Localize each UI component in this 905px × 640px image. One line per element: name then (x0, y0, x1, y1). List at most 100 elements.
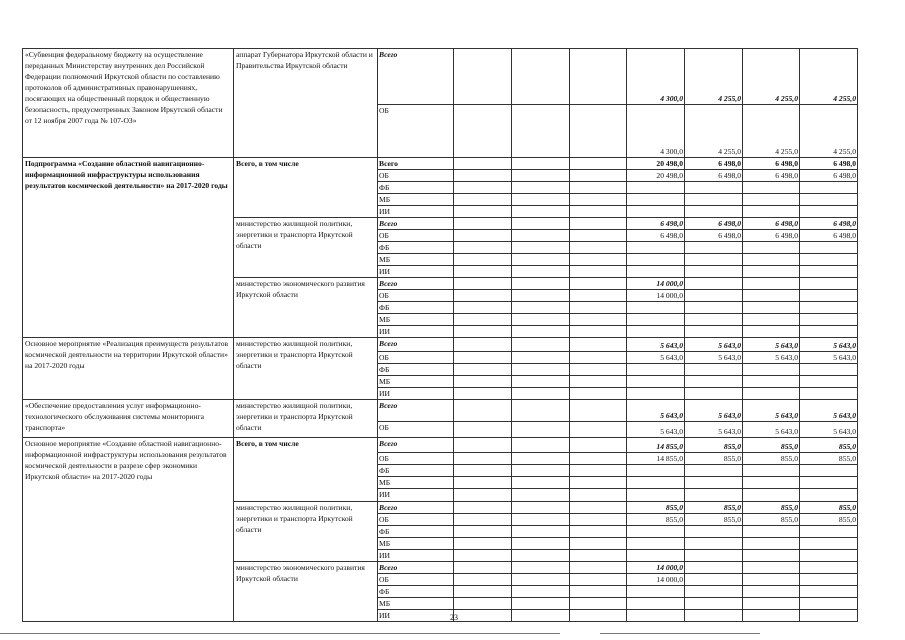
amount-cell (742, 464, 800, 477)
amount-cell (511, 513, 570, 526)
amount-cell (511, 205, 570, 218)
amount-cell (569, 253, 627, 266)
amount-cell (511, 351, 570, 364)
amount-cell (453, 421, 512, 438)
table-row: ОБ 20 498,0 6 498,0 6 498,0 6 498,0 (23, 169, 858, 182)
amount-cell (511, 525, 570, 538)
table-row: министерство экономического развития Ирк… (23, 561, 858, 622)
amount-cell (511, 549, 570, 562)
amount-cell (569, 476, 627, 489)
amount-cell (453, 253, 512, 266)
amount-cell (511, 488, 570, 502)
amount-cell (626, 375, 685, 388)
amount-cell (511, 476, 570, 489)
amount-cell (799, 488, 858, 502)
funding-source: ФБ (377, 363, 454, 376)
amount-cell (569, 375, 627, 388)
amount-cell (742, 205, 800, 218)
amount-cell (569, 421, 627, 438)
amount-cell (742, 193, 800, 206)
amount-cell (684, 597, 743, 610)
funding-source: ОБ (377, 229, 454, 242)
funding-source: МБ (377, 476, 454, 489)
amount-cell (799, 387, 858, 400)
table-row: МБ (23, 193, 858, 206)
amount-cell (742, 325, 800, 338)
amount-cell: 6 498,0 (684, 229, 743, 242)
table-row: ОБ 4 300,0 4 255,0 4 255,0 4 255,0 (23, 104, 858, 158)
amount-cell: 6 498,0 (742, 229, 800, 242)
executor-name: министерство жилищной политики, энергети… (233, 217, 378, 278)
funding-source: МБ (377, 597, 454, 610)
executor-name: министерство жилищной политики, энергети… (233, 399, 378, 438)
amount-cell (742, 181, 800, 194)
amount-cell: 855,0 (742, 452, 800, 465)
amount-cell (569, 573, 627, 586)
amount-cell: 5 643,0 (799, 399, 858, 422)
amount-cell (511, 337, 570, 352)
amount-cell (569, 325, 627, 338)
funding-source: ФБ (377, 525, 454, 538)
funding-source: Всего (377, 217, 454, 230)
amount-cell (569, 157, 627, 170)
amount-cell (799, 313, 858, 326)
table-row: ИИ (23, 205, 858, 218)
amount-cell: 855,0 (742, 501, 800, 514)
table-row: министерство жилищной политики, энергети… (23, 501, 858, 562)
amount-cell (626, 205, 685, 218)
amount-cell (684, 265, 743, 278)
amount-cell (453, 265, 512, 278)
amount-cell (453, 549, 512, 562)
amount-cell (511, 597, 570, 610)
amount-cell (569, 537, 627, 550)
funding-source: ИИ (377, 265, 454, 278)
amount-cell (453, 289, 512, 302)
activity-name: Основное мероприятие «Реализация преимущ… (22, 337, 234, 400)
amount-cell: 6 498,0 (684, 169, 743, 182)
amount-cell (569, 464, 627, 477)
funding-source: МБ (377, 253, 454, 266)
funding-source: ФБ (377, 301, 454, 314)
funding-source: Всего (377, 277, 454, 290)
amount-cell (684, 585, 743, 598)
amount-cell: 5 643,0 (799, 351, 858, 364)
amount-cell (453, 363, 512, 376)
amount-cell (511, 301, 570, 314)
amount-cell: 6 498,0 (799, 217, 858, 230)
amount-cell: 5 643,0 (684, 337, 743, 352)
amount-cell: 5 643,0 (684, 351, 743, 364)
amount-cell (684, 375, 743, 388)
amount-cell (684, 301, 743, 314)
amount-cell (684, 181, 743, 194)
amount-cell (511, 265, 570, 278)
amount-cell (626, 387, 685, 400)
amount-cell (511, 464, 570, 477)
amount-cell (742, 387, 800, 400)
amount-cell (684, 277, 743, 290)
executor-name: Всего, в том числе (233, 437, 378, 502)
funding-source: ОБ (377, 573, 454, 586)
amount-cell: 855,0 (742, 513, 800, 526)
amount-cell (626, 549, 685, 562)
amount-cell (453, 375, 512, 388)
amount-cell: 5 643,0 (799, 421, 858, 438)
amount-cell (742, 476, 800, 489)
amount-cell: 855,0 (799, 513, 858, 526)
amount-cell: 4 255,0 (684, 104, 743, 158)
amount-cell (511, 561, 570, 574)
table-row: ОБ 5 643,0 5 643,0 5 643,0 5 643,0 (23, 351, 858, 364)
amount-cell (511, 585, 570, 598)
amount-cell: 4 300,0 (626, 104, 685, 158)
amount-cell (799, 549, 858, 562)
amount-cell (511, 387, 570, 400)
amount-cell: 855,0 (799, 452, 858, 465)
amount-cell (569, 217, 627, 230)
funding-source: ОБ (377, 169, 454, 182)
amount-cell (569, 549, 627, 562)
amount-cell: 855,0 (684, 437, 743, 453)
amount-cell (684, 325, 743, 338)
funding-source: Всего (377, 157, 454, 170)
amount-cell: 6 498,0 (742, 169, 800, 182)
amount-cell (569, 597, 627, 610)
amount-cell (742, 573, 800, 586)
